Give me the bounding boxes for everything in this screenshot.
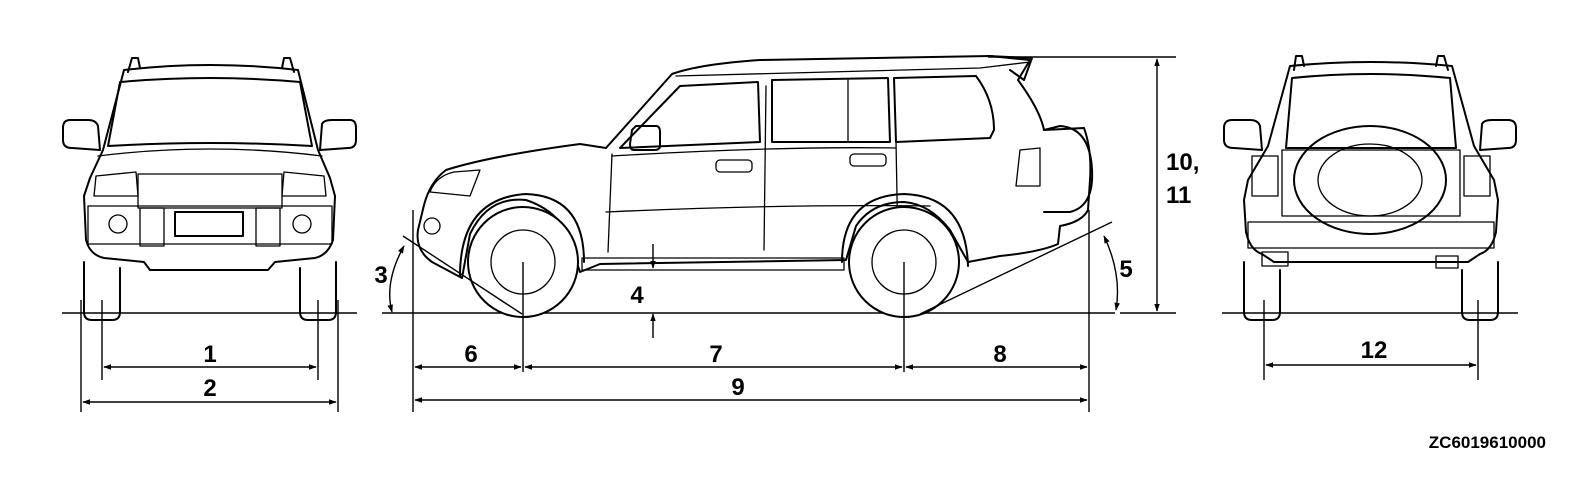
dim-10-label: 10, [1166, 149, 1199, 176]
dim-1-label: 1 [203, 341, 216, 368]
dim-11-label: 11 [1166, 182, 1191, 209]
side-sill [581, 257, 845, 271]
front-grille [137, 173, 283, 209]
dim-3-label: 3 [374, 262, 387, 289]
side-door-b-pillar [763, 85, 767, 251]
front-bumper [87, 205, 333, 245]
front-foglight-right [292, 214, 312, 234]
rear-bumper [1247, 221, 1495, 249]
rear-tire-right [1461, 261, 1499, 321]
side-spare-tire [1043, 125, 1094, 213]
side-view: 3 5 4 6 7 8 9 10, 11 [374, 55, 1199, 412]
rear-wheel-arch [841, 193, 969, 267]
side-mirror [629, 125, 661, 151]
side-headlight [429, 169, 481, 197]
rear-hitch-right [1435, 255, 1459, 269]
front-license-plate [174, 211, 244, 237]
front-headlight-right [281, 171, 327, 197]
rear-tire-left [1243, 261, 1281, 321]
rear-tailgate [1281, 149, 1461, 217]
front-hood [97, 148, 323, 157]
front-roof-rail-left [127, 57, 141, 73]
dim-5-arc [1103, 235, 1120, 311]
rear-spare-tire-cover [1317, 143, 1423, 217]
dim-9-label: 9 [731, 374, 744, 401]
front-headlight-left [93, 171, 139, 197]
rear-taillight-left [1251, 155, 1279, 197]
side-door-handle-rear [849, 153, 887, 167]
rear-roof-rail-left [1293, 55, 1305, 71]
departure-angle-line [919, 221, 1113, 315]
front-roof-rail-right [281, 57, 295, 73]
front-windshield [107, 77, 313, 147]
rear-spare-tire [1293, 125, 1447, 235]
side-foglight [423, 217, 441, 235]
side-window-rear [771, 77, 891, 143]
dim-8-label: 8 [993, 341, 1006, 368]
side-roof-line [675, 61, 1031, 77]
front-wheel-arch [459, 193, 585, 277]
front-tow-right [255, 207, 281, 247]
rear-body-outline [1243, 61, 1499, 263]
dim-7-label: 7 [709, 341, 722, 368]
rear-view: 12 [1222, 55, 1518, 380]
rear-taillight-right [1463, 155, 1491, 197]
side-body-crease [605, 204, 931, 213]
dim-4-label: 4 [630, 282, 644, 309]
front-mirror-left [62, 119, 101, 151]
dim-5-label: 5 [1119, 256, 1132, 283]
front-body-outline [83, 64, 336, 271]
figure-code: ZC6019610000 [1429, 433, 1546, 452]
rear-mirror-left [1223, 119, 1263, 151]
dim-6-label: 6 [464, 341, 477, 368]
side-belt-line [611, 147, 897, 157]
side-taillight [1015, 147, 1041, 187]
side-door-handle-front [715, 159, 753, 173]
approach-angle-line [402, 235, 523, 315]
rear-mirror-right [1479, 119, 1517, 151]
dim-3-arc [387, 245, 405, 313]
side-window-quarter [893, 75, 995, 143]
rear-hitch-left [1261, 251, 1289, 267]
front-tow-left [139, 207, 165, 247]
rear-window [1285, 73, 1457, 149]
front-view: 1 2 [62, 57, 357, 412]
front-mirror-right [319, 119, 357, 151]
front-foglight-left [108, 214, 128, 234]
side-door-front-edge [607, 153, 613, 253]
rear-roof-rail-right [1435, 55, 1449, 71]
dim-12-label: 12 [1361, 337, 1388, 364]
dim-2-label: 2 [203, 375, 216, 402]
side-window-front [619, 81, 761, 149]
